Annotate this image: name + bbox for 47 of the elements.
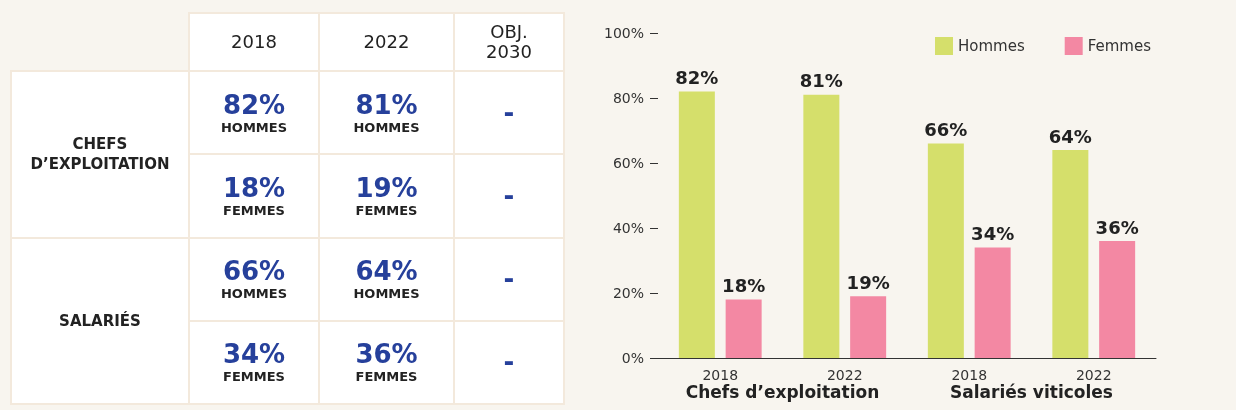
y-tick-label: 20% <box>612 285 644 301</box>
bar <box>803 94 840 358</box>
text: 18% FEMMES <box>222 172 286 218</box>
text: 34% FEMMES <box>222 339 286 385</box>
data-label: 18% <box>722 275 766 296</box>
text: 36% FEMMES <box>355 339 418 385</box>
data-label: 82% <box>675 67 719 88</box>
category-label: SALARIÉS <box>59 311 141 330</box>
data-label: 64% <box>1048 125 1092 147</box>
text: Chefs d’exploitation <box>685 382 880 402</box>
category-label: 2018 <box>231 31 277 52</box>
bar <box>974 247 1011 358</box>
bar <box>927 143 964 358</box>
text: 19% FEMMES <box>355 172 418 218</box>
legend-label: Hommes <box>957 37 1025 55</box>
category-label: CHEFS D’EXPLOITATION <box>30 135 170 174</box>
category-label: OBJ. 2030 <box>486 21 532 62</box>
data-label: 19% <box>846 271 890 293</box>
y-tick-label: 60% <box>612 155 644 171</box>
data-label: 36% <box>1095 216 1139 238</box>
text: - <box>503 347 515 378</box>
x-tick-label: 2018 <box>702 367 739 383</box>
category-label: 2022 <box>363 31 410 52</box>
bar <box>1052 150 1089 358</box>
data-label: 34% <box>971 223 1015 244</box>
bar <box>850 296 887 358</box>
x-tick-label: 2018 <box>951 367 988 383</box>
text: 81% HOMMES <box>353 89 420 135</box>
x-tick-label: 2022 <box>826 367 863 383</box>
text: - <box>503 180 515 211</box>
bar <box>678 91 715 358</box>
legend-label: Femmes <box>1087 37 1152 55</box>
text: - <box>503 264 515 295</box>
text: 66% HOMMES <box>220 256 288 302</box>
y-tick-label: 40% <box>612 220 644 236</box>
data-label: 66% <box>924 119 968 140</box>
x-tick-label: 2022 <box>1075 367 1112 383</box>
text: 82% HOMMES <box>220 89 288 135</box>
y-tick-label: 100% <box>603 25 644 41</box>
bar <box>1099 241 1136 358</box>
text: 64% HOMMES <box>353 256 420 302</box>
y-tick-label: 80% <box>612 90 644 106</box>
bar <box>725 299 762 358</box>
y-tick-label: 0% <box>621 350 644 366</box>
text: - <box>503 97 515 128</box>
text: Salariés viticoles <box>950 382 1113 402</box>
data-label: 81% <box>799 70 843 92</box>
